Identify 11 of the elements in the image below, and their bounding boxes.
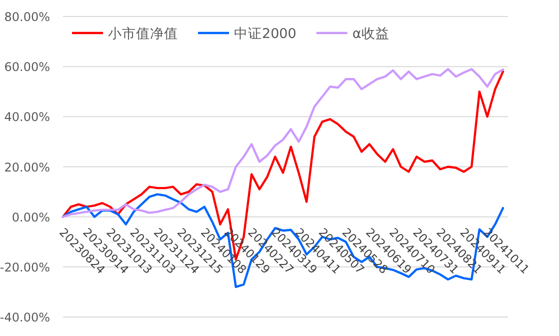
y-tick-label: 20.00% [4,160,50,174]
y-tick-label: 60.00% [4,60,50,74]
y-tick-label: 80.00% [4,10,50,24]
legend-label: 中证2000 [234,26,296,42]
y-tick-label: 0.00% [12,210,50,224]
legend-label: 小市值净值 [108,26,178,42]
y-tick-label: -40.00% [0,310,50,324]
y-tick-label: 40.00% [4,110,50,124]
legend-label: α收益 [352,26,390,42]
y-tick-label: -20.00% [0,260,50,274]
line-series [62,68,504,218]
